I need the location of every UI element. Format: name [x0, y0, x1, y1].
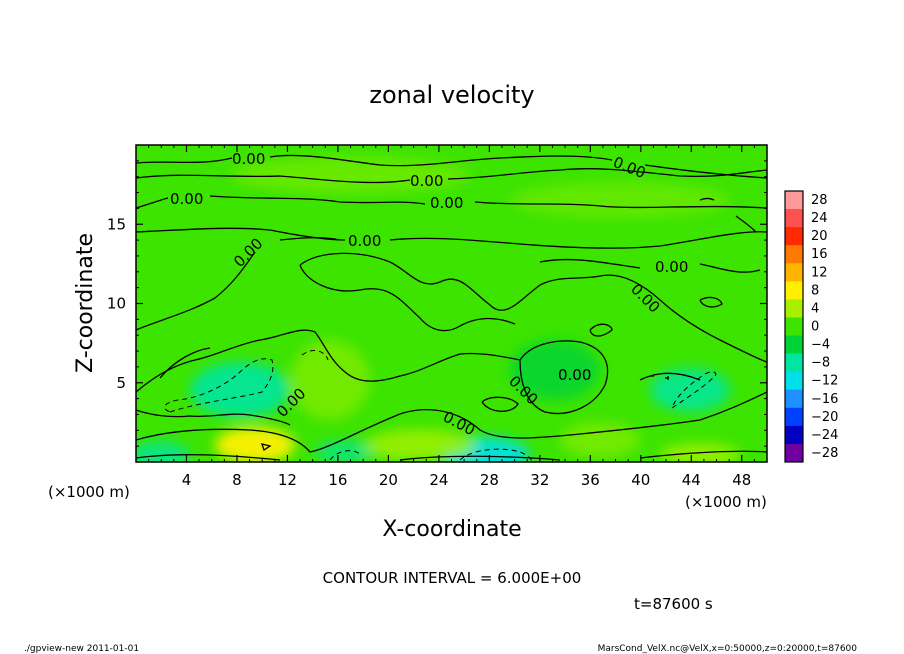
colorbar-label: −4 [811, 338, 830, 353]
colorbar-swatch [785, 443, 803, 463]
colorbar-swatch [785, 425, 803, 445]
colorbar-label: 4 [811, 301, 819, 316]
colorbar-label: −12 [811, 374, 838, 389]
x-tick-label: 36 [581, 471, 600, 489]
contour-label: 0.00 [655, 258, 688, 276]
colorbar-label: −20 [811, 410, 838, 425]
colorbar-swatch [785, 191, 803, 210]
x-tick-label: 20 [379, 471, 398, 489]
contour-lines [136, 154, 767, 461]
colorbar-swatch [785, 317, 803, 337]
x-tick-label: 8 [232, 471, 242, 489]
colorbar-label: 20 [811, 229, 828, 244]
time-label: t=87600 s [634, 595, 713, 613]
x-tick-label: 44 [682, 471, 701, 489]
colorbar-label: −16 [811, 392, 838, 407]
heatmap-field [136, 145, 767, 462]
colorbar-swatch [785, 335, 803, 355]
x-unit-label-right: (×1000 m) [685, 493, 767, 511]
x-tick-label: 48 [732, 471, 751, 489]
x-tick-label: 28 [480, 471, 499, 489]
x-axis-label: X-coordinate [382, 517, 521, 542]
colorbar-label: −24 [811, 428, 838, 443]
colorbar-frame [784, 190, 804, 463]
contour-label: 0.00 [410, 172, 443, 190]
footer-left: ./gpview-new 2011-01-01 [24, 644, 139, 654]
colorbar-label: 28 [811, 193, 828, 208]
colorbar: 28 24 20 16 12 8 4 0 −4 −8 −12 −16 −20 −24 −28 [784, 190, 838, 463]
colorbar-label: 16 [811, 247, 828, 262]
y-tick-label: 5 [116, 374, 126, 392]
colorbar-label: 24 [811, 211, 828, 226]
colorbar-swatch [785, 209, 803, 228]
y-tick-label: 10 [107, 295, 126, 313]
colorbar-swatch [785, 299, 803, 318]
colorbar-label: 12 [811, 265, 828, 280]
colorbar-swatch [785, 281, 803, 300]
contour-interval: CONTOUR INTERVAL = 6.000E+00 [323, 569, 582, 587]
colorbar-label: −28 [811, 446, 838, 461]
x-tick-label: 24 [429, 471, 448, 489]
footer-right: MarsCond_VelX.nc@VelX,x=0:50000,z=0:2000… [598, 644, 858, 654]
contour-label: 0.00 [430, 194, 463, 212]
colorbar-swatch [785, 389, 803, 409]
colorbar-swatch [785, 245, 803, 264]
contour-markers [261, 375, 669, 452]
y-axis: 5 10 15 [107, 160, 767, 447]
contour-label: 0.00 [558, 366, 591, 384]
x-unit-label: (×1000 m) [48, 483, 130, 501]
chart-title: zonal velocity [369, 81, 534, 109]
y-tick-label: 15 [107, 215, 126, 233]
colorbar-label: 0 [811, 320, 819, 335]
colorbar-label: −8 [811, 356, 830, 371]
x-tick-label: 12 [278, 471, 297, 489]
colorbar-swatch [785, 353, 803, 373]
x-tick-label: 32 [530, 471, 549, 489]
x-axis: 4 8 12 16 20 24 28 32 36 40 44 48 [148, 145, 755, 489]
colorbar-label: 8 [811, 283, 819, 298]
dashed-contours [164, 350, 717, 462]
contour-label: 0.00 [170, 190, 203, 208]
x-tick-label: 16 [328, 471, 347, 489]
x-tick-label: 40 [631, 471, 650, 489]
contour-label: 0.00 [232, 150, 265, 168]
colorbar-swatch [785, 407, 803, 427]
colorbar-swatch [785, 263, 803, 282]
y-axis-label: Z-coordinate [73, 233, 98, 373]
colorbar-swatch [785, 371, 803, 391]
contour-label: 0.00 [348, 232, 381, 250]
colorbar-swatch [785, 227, 803, 246]
x-tick-label: 4 [182, 471, 192, 489]
